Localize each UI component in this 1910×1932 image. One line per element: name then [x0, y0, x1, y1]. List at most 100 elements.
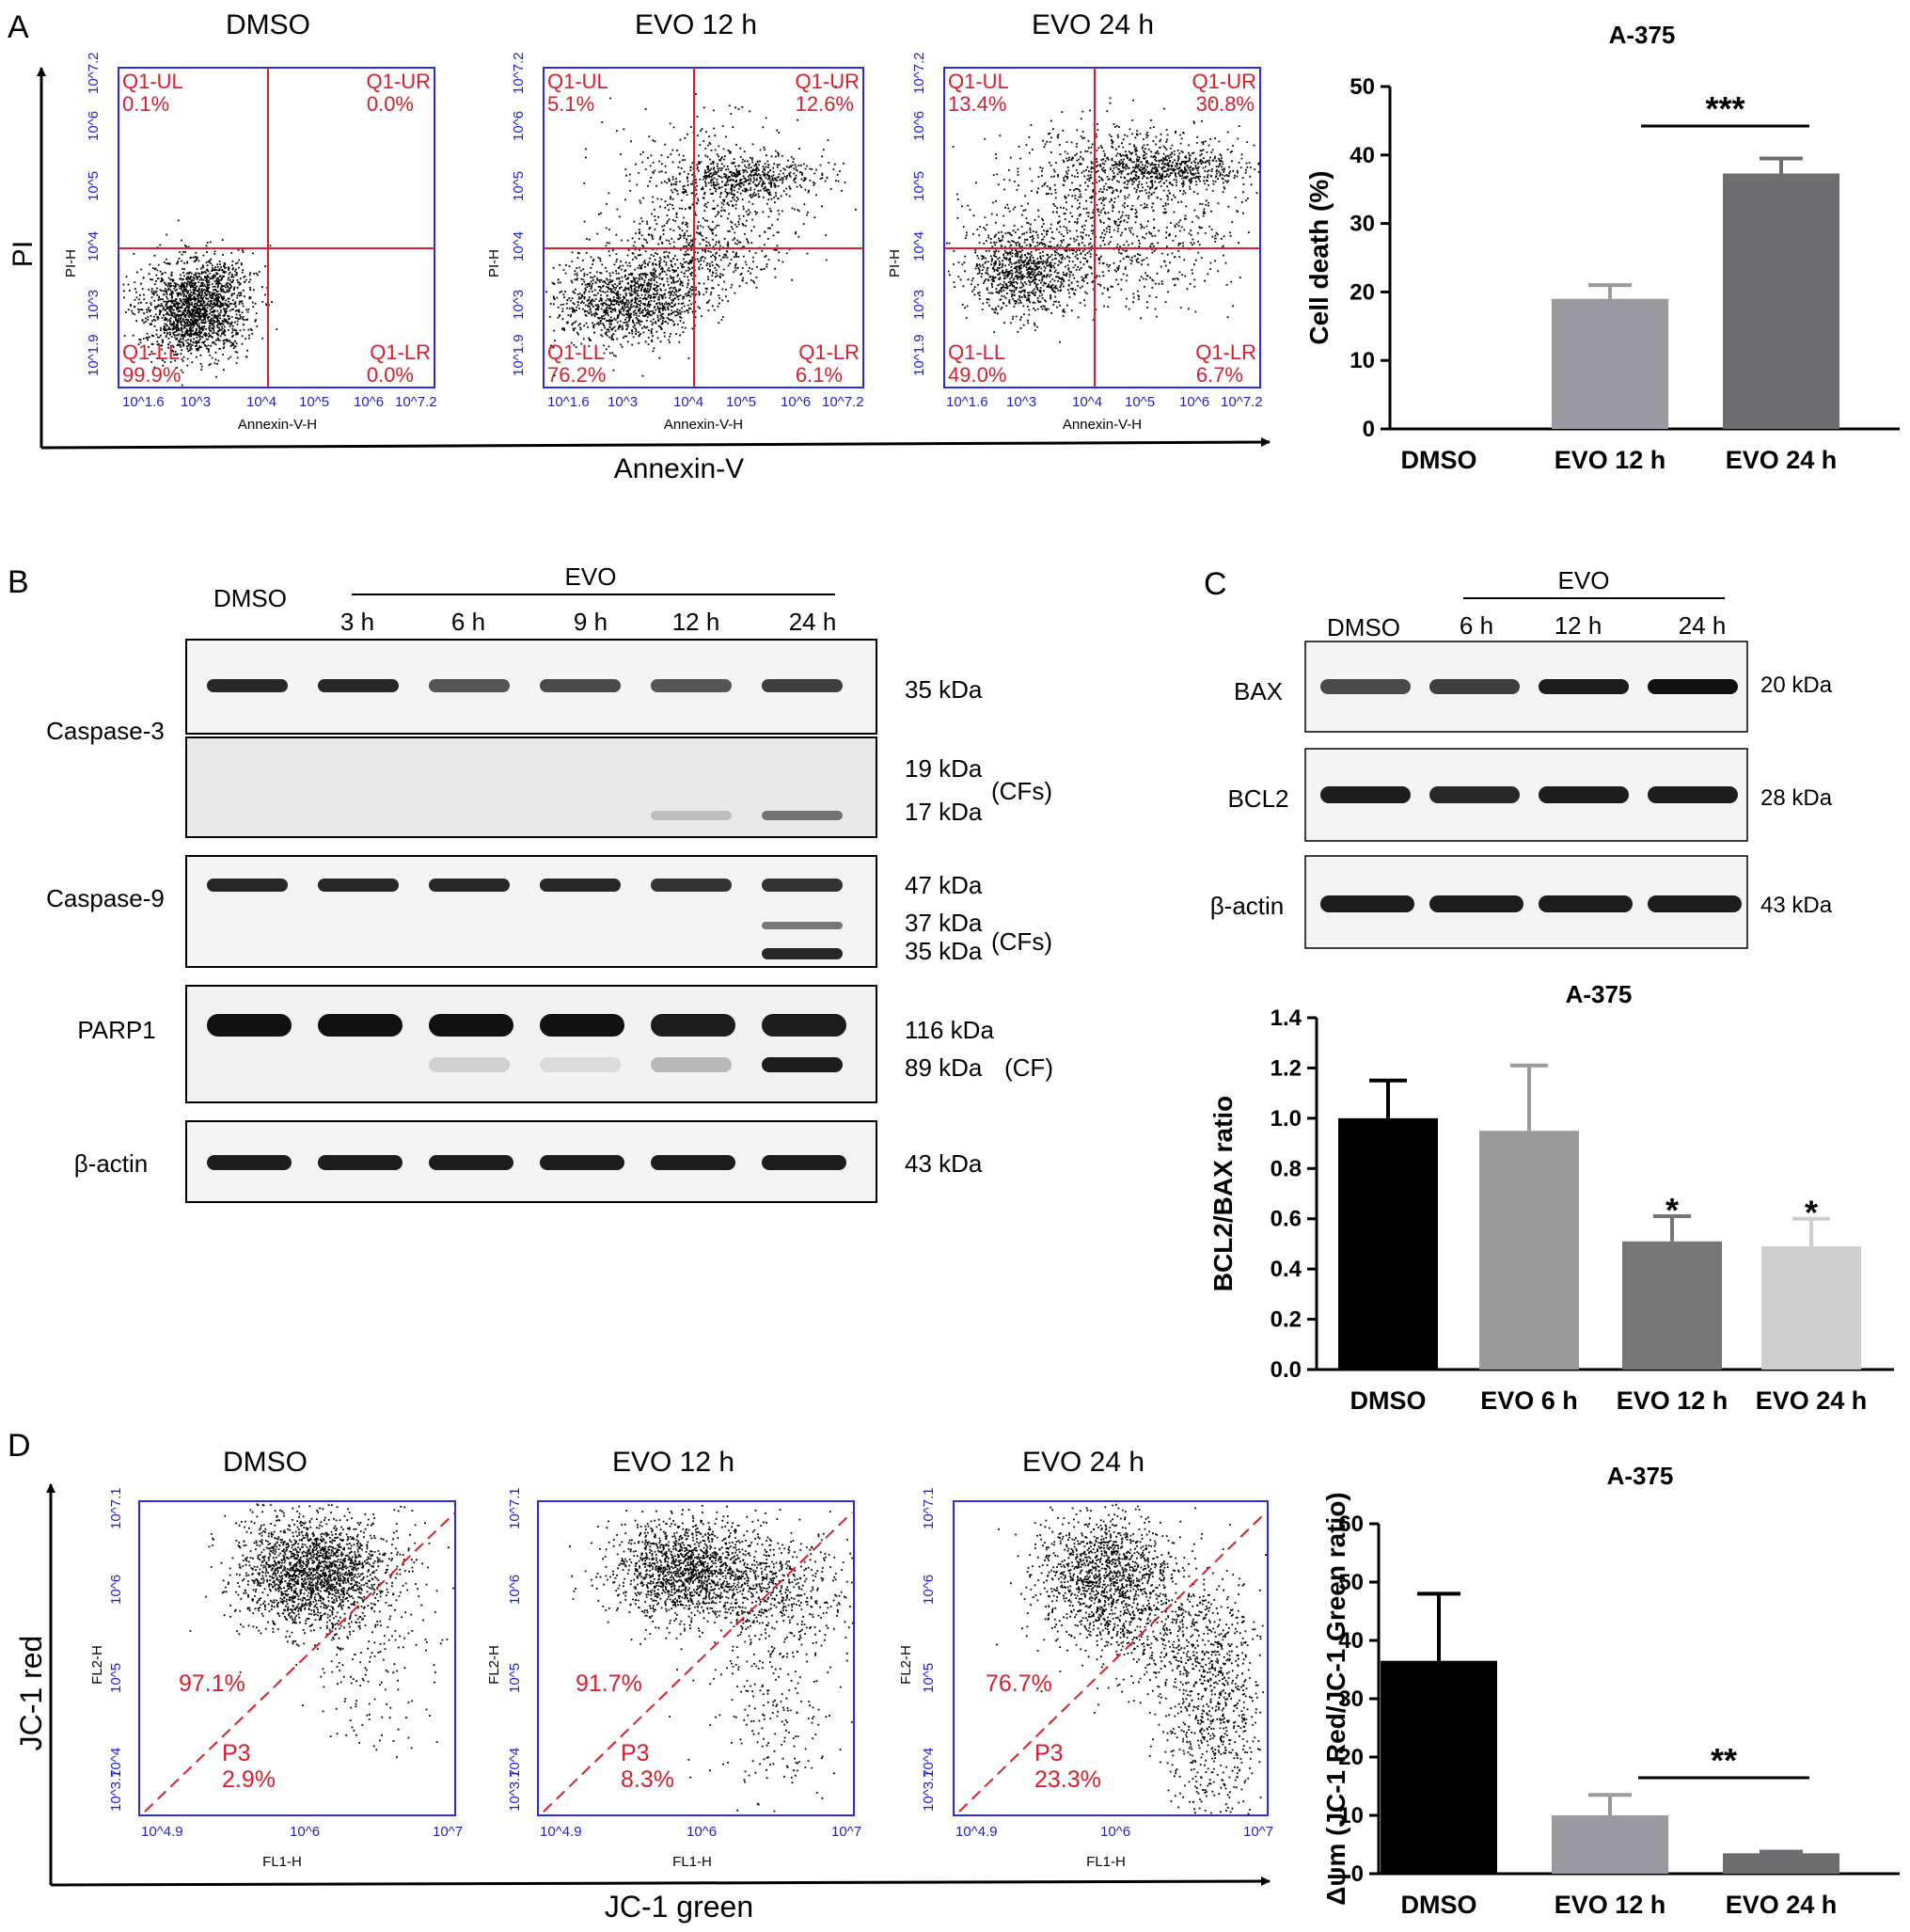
lane-label: 6 h [1460, 611, 1493, 640]
quadrant-lr-value: 6.7% [1196, 363, 1243, 387]
blot-caspase-9 [185, 855, 877, 968]
x-tick: 10^7 [1243, 1824, 1273, 1840]
blot-band [1648, 679, 1738, 694]
blot-size: 43 kDa [1760, 893, 1833, 918]
x-tick: 10^6 [1100, 1824, 1130, 1840]
bar [1552, 298, 1668, 429]
blot-band [1539, 895, 1633, 912]
scatter-points [189, 1503, 454, 1759]
category-label: EVO 24 h [1726, 446, 1838, 474]
flow-plot-frame [118, 67, 435, 388]
blot-band [207, 1014, 292, 1037]
gate-name: P3 [1034, 1740, 1064, 1766]
scatter-cloud [122, 219, 278, 387]
x-tick: 10^6 [1179, 394, 1209, 410]
blot-size: 37 kDa [905, 909, 983, 937]
annexin-axis-label: Annexin-V [614, 453, 744, 484]
blot-band [762, 922, 843, 929]
inner-x-label: Annexin-V-H [664, 417, 743, 433]
blot-band [1320, 786, 1411, 803]
x-tick: 10^3 [1006, 394, 1036, 410]
scatter-points [569, 1505, 854, 1813]
x-tick: 10^7.2 [395, 394, 437, 410]
band-row-bax [1320, 679, 1738, 694]
significance-marker: * [1665, 1191, 1679, 1229]
x-tick: 10^4.9 [540, 1824, 582, 1840]
y-tick-label: 50 [1338, 1570, 1364, 1595]
lane-label: 12 h [672, 608, 720, 636]
x-tick: 10^5 [299, 394, 329, 410]
y-tick: 10^7.1 [507, 1487, 523, 1529]
x-tick: 10^4.9 [955, 1824, 998, 1840]
bar [1723, 173, 1839, 429]
y-tick: 10^1.9 [911, 334, 927, 376]
blot-size: 35 kDa [905, 675, 983, 704]
x-tick: 10^7 [433, 1824, 463, 1840]
y-tick: 10^7.1 [921, 1487, 937, 1529]
y-tick-label: 50 [1350, 74, 1375, 100]
quadrant-lr-name: Q1-LR [1195, 340, 1256, 364]
blot-band [651, 1057, 732, 1072]
blot-band [429, 1014, 513, 1037]
gate-name: P3 [222, 1740, 251, 1766]
bcl2-bax-bar-chart: A-375 0.0 0.2 0.4 0.6 0.8 1.0 1.2 1.4 BCL2/BAX ra… [1208, 980, 1894, 1415]
category-label: EVO 12 h [1617, 1386, 1728, 1415]
lane-label: 9 h [574, 608, 608, 636]
x-tick: 10^6 [687, 1824, 717, 1840]
y-tick-label: 0 [1351, 1861, 1364, 1887]
x-tick: 10^7.2 [1221, 394, 1263, 410]
cell-death-bar-chart: A-375 0 10 20 30 40 50 Cell death (%) DMSO EVO 12… [1304, 21, 1900, 474]
blot-band [207, 1155, 292, 1170]
quadrant-ul-value: 0.1% [122, 92, 169, 116]
blot-label-caspase-9: Caspase-9 [46, 884, 165, 912]
bar [1338, 1117, 1438, 1370]
y-tick-label: 60 [1338, 1512, 1364, 1537]
y-tick: 10^3.7 [507, 1769, 523, 1812]
y-tick: 10^6 [511, 111, 527, 141]
band-row-beta-actin [207, 1155, 846, 1170]
y-tick-label: 1.0 [1271, 1106, 1302, 1132]
bar [1381, 1660, 1497, 1874]
category-label: EVO 24 h [1756, 1386, 1868, 1415]
y-tick-label: 10 [1338, 1803, 1364, 1829]
y-tick: 10^1.9 [511, 334, 527, 376]
y-tick: 10^5 [511, 171, 527, 201]
y-tick-label: 1.2 [1271, 1055, 1302, 1081]
x-tick: 10^3 [608, 394, 638, 410]
y-tick: 10^6 [108, 1575, 124, 1605]
y-tick: 10^3 [911, 290, 927, 320]
inner-y-label: FL2-H [898, 1645, 914, 1685]
inner-y-label: PI-H [486, 249, 502, 277]
band-row-caspase-9 [207, 879, 843, 892]
gate-diagonal [958, 1512, 1267, 1813]
y-tick: 10^5 [921, 1663, 937, 1693]
blot-label-caspase-3: Caspase-3 [46, 717, 165, 745]
bar [1622, 1241, 1722, 1370]
flow-plot-title: EVO 24 h [1032, 9, 1154, 40]
jc1-red-axis-label: JC-1 red [14, 1636, 48, 1751]
blot-size: 35 kDa [905, 937, 983, 965]
bar [1761, 1246, 1861, 1370]
blot-size: 20 kDa [1760, 673, 1833, 698]
blot-band [651, 1155, 735, 1170]
y-tick: 10^3 [511, 290, 527, 320]
x-tick: 10^6 [781, 394, 811, 410]
inner-x-label: FL1-H [262, 1854, 302, 1870]
category-label: EVO 12 h [1555, 1891, 1666, 1919]
lane-label: 24 h [789, 608, 837, 636]
x-tick: 10^5 [1125, 394, 1155, 410]
chart-title: A-375 [1609, 21, 1676, 49]
y-tick-label: 20 [1338, 1745, 1364, 1770]
y-tick: 10^4 [921, 1748, 937, 1778]
evo-treatment-label: EVO [565, 562, 617, 591]
inner-x-label: Annexin-V-H [238, 417, 317, 433]
quadrant-ul-name: Q1-UL [547, 70, 608, 93]
band-row-caspase-3-cleaved [651, 811, 843, 820]
x-tick: 10^7.2 [822, 394, 864, 410]
quadrant-ll-value: 49.0% [948, 363, 1006, 387]
blot-band [762, 679, 843, 692]
y-tick-label: 20 [1350, 279, 1375, 305]
y-tick: 10^6 [86, 111, 102, 141]
scatter-cloud [189, 1503, 454, 1759]
